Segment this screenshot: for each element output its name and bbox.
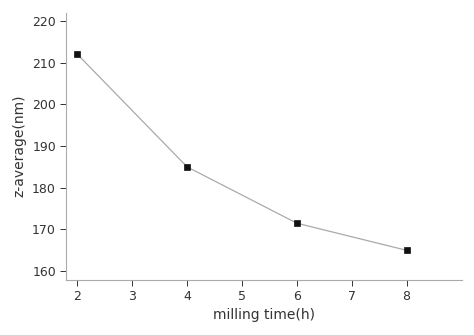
X-axis label: milling time(h): milling time(h) [213, 309, 315, 323]
Y-axis label: z-average(nm): z-average(nm) [12, 95, 27, 197]
